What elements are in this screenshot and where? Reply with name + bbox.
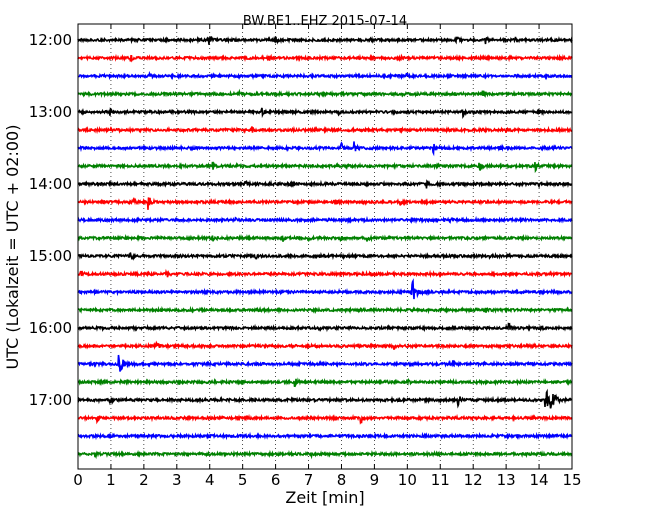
seismic-trace	[77, 449, 573, 460]
y-tick-label: 14:00	[29, 175, 72, 193]
seismic-trace	[77, 88, 573, 99]
seismic-trace	[77, 340, 573, 351]
seismic-trace	[77, 53, 573, 63]
seismic-trace	[77, 431, 573, 441]
x-tick-label: 7	[304, 471, 314, 489]
y-tick-label: 12:00	[29, 31, 72, 49]
x-tick-label: 11	[431, 471, 450, 489]
seismic-trace	[77, 305, 573, 315]
x-tick-label: 3	[172, 471, 182, 489]
x-tick-label: 6	[271, 471, 281, 489]
trace-group	[77, 35, 573, 460]
x-tick-label: 4	[205, 471, 215, 489]
seismic-trace	[77, 107, 573, 119]
x-tick-label: 12	[464, 471, 483, 489]
seismic-trace	[77, 251, 573, 261]
seismic-trace	[77, 233, 573, 243]
grid-lines	[110, 24, 540, 469]
plot-frame	[77, 23, 573, 470]
y-tick-label: 16:00	[29, 319, 72, 337]
x-tick-label: 2	[139, 471, 149, 489]
y-tick-label: 17:00	[29, 391, 72, 409]
y-axis: 12:00 13:00 14:00 15:00 16:00 17:00	[29, 31, 572, 409]
seismic-trace	[77, 196, 573, 210]
x-tick-label: 9	[370, 471, 380, 489]
y-axis-label: UTC (Lokalzeit = UTC + 02:00)	[3, 125, 22, 370]
seismic-trace	[77, 35, 573, 45]
x-axis: 0 1 2 3 4 5 6 7 8 9 10 11 12 13 14 15	[73, 24, 582, 489]
seismic-trace	[77, 268, 573, 279]
seismic-trace	[77, 141, 573, 157]
seismic-trace	[77, 179, 573, 189]
seismic-trace	[77, 125, 573, 135]
seismic-trace	[77, 322, 573, 333]
x-tick-label: 5	[238, 471, 248, 489]
y-tick-label: 15:00	[29, 247, 72, 265]
x-tick-label: 13	[497, 471, 516, 489]
x-tick-label: 10	[398, 471, 417, 489]
chart-title: BW.BE1..EHZ 2015-07-14	[243, 14, 407, 29]
seismic-trace	[77, 377, 573, 388]
x-tick-label: 0	[73, 471, 83, 489]
seismic-trace	[77, 413, 573, 425]
seismic-trace	[77, 70, 573, 81]
x-tick-label: 15	[562, 471, 581, 489]
y-tick-label: 13:00	[29, 103, 72, 121]
seismic-trace	[77, 278, 573, 300]
x-tick-label: 8	[337, 471, 347, 489]
seismic-trace	[77, 161, 573, 174]
x-axis-label: Zeit [min]	[285, 488, 364, 507]
seismic-trace	[77, 388, 573, 409]
x-tick-label: 1	[106, 471, 116, 489]
seismic-trace	[77, 215, 573, 225]
x-tick-label: 14	[530, 471, 549, 489]
seismic-trace	[77, 354, 573, 372]
